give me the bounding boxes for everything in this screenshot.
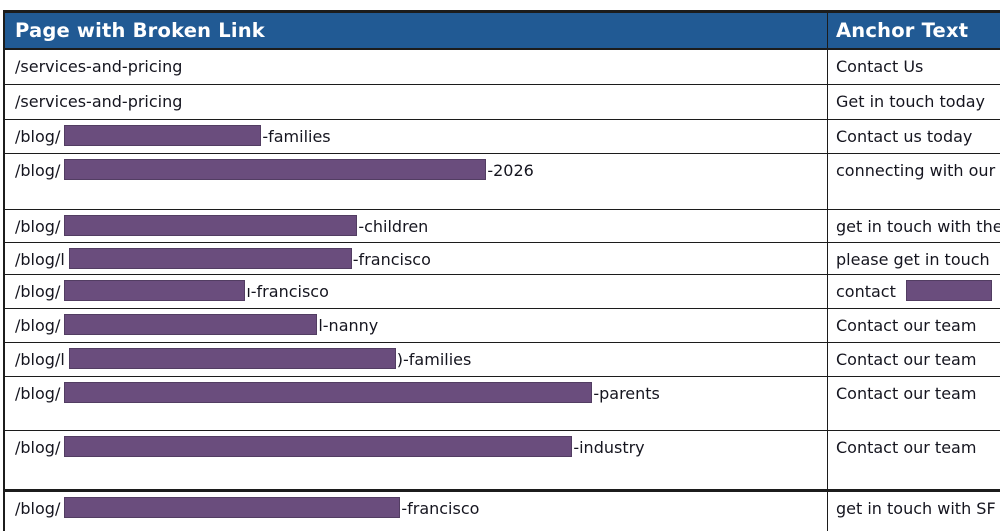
table-row: /blog/ -parents Contact our team xyxy=(5,377,1000,431)
redaction-bar xyxy=(64,314,318,335)
table-row: /blog/ -families Contact us today xyxy=(5,120,1000,154)
page-url-cell: /blog/ -francisco xyxy=(5,492,828,531)
page-url-prefix: /services-and-pricing xyxy=(15,57,183,76)
page-url-cell: /blog/l -francisco xyxy=(5,243,828,274)
page-url-prefix: /blog/ xyxy=(15,316,61,335)
column-header-anchor: Anchor Text xyxy=(836,19,969,42)
page-url-suffix: -children xyxy=(358,217,429,236)
page-url-cell: /blog/ -families xyxy=(5,120,828,153)
anchor-text: contact xyxy=(836,282,896,301)
page-url-prefix: /blog/ xyxy=(15,384,61,403)
table-row: /blog/ -children get in touch with the xyxy=(5,210,1000,243)
anchor-text: Contact our team xyxy=(836,438,977,457)
anchor-text: connecting with our xyxy=(836,161,996,180)
anchor-text-cell: Contact our team xyxy=(828,343,1000,376)
table-row: /blog/l )-families Contact our team xyxy=(5,343,1000,377)
page-url-prefix: /blog/l xyxy=(15,350,65,369)
page-url-prefix: /services-and-pricing xyxy=(15,92,183,111)
anchor-text-cell: Contact Us xyxy=(828,50,1000,84)
page-url-prefix: /blog/ xyxy=(15,161,61,180)
page-url-suffix: -industry xyxy=(573,438,645,457)
page-url-suffix: -families xyxy=(262,127,331,146)
table-row: /services-and-pricing Get in touch today xyxy=(5,85,1000,120)
anchor-text: Contact our team xyxy=(836,316,977,335)
page-url-suffix: -francisco xyxy=(401,499,480,518)
page-url-suffix: -2026 xyxy=(487,161,534,180)
page-url-cell: /blog/ -2026 xyxy=(5,154,828,209)
anchor-text-cell: Contact us today xyxy=(828,120,1000,153)
page-url-prefix: /blog/ xyxy=(15,438,61,457)
table-row: /blog/l -francisco please get in touch xyxy=(5,243,1000,275)
page-url-cell: /blog/ -industry xyxy=(5,431,828,489)
page-url-cell: /services-and-pricing xyxy=(5,50,828,84)
anchor-text-cell: Contact our team xyxy=(828,377,1000,430)
redaction-bar xyxy=(64,436,573,457)
table-body: /services-and-pricing Contact Us /servic… xyxy=(5,50,1000,531)
table-row: /blog/ -francisco get in touch with SF xyxy=(5,489,1000,531)
redaction-bar xyxy=(64,497,401,518)
redaction-bar xyxy=(64,280,246,301)
page-url-prefix: /blog/l xyxy=(15,250,65,269)
broken-links-table: Page with Broken Link Anchor Text /servi… xyxy=(3,10,1000,531)
page-url-cell: /blog/ı-francisco xyxy=(5,275,828,308)
anchor-text-cell: get in touch with the xyxy=(828,210,1000,242)
anchor-text-cell: please get in touch xyxy=(828,243,1000,274)
page-url-suffix: )-families xyxy=(396,350,472,369)
redaction-bar xyxy=(68,248,352,269)
anchor-text-cell: Contact our team xyxy=(828,309,1000,342)
anchor-text-cell: Contact our team xyxy=(828,431,1000,489)
redaction-bar xyxy=(64,159,487,180)
table-row: /blog/ı-francisco contact xyxy=(5,275,1000,309)
anchor-text-cell: connecting with our xyxy=(828,154,1000,209)
redaction-bar xyxy=(64,382,593,403)
table-row: /services-and-pricing Contact Us xyxy=(5,50,1000,85)
anchor-redaction-bar xyxy=(905,280,992,301)
anchor-text: get in touch with SF xyxy=(836,499,996,518)
redaction-bar xyxy=(64,215,358,236)
page-url-suffix: l-nanny xyxy=(318,316,379,335)
anchor-text: Contact Us xyxy=(836,57,924,76)
page-url-cell: /blog/ -parents xyxy=(5,377,828,430)
anchor-text: get in touch with the xyxy=(836,217,1000,236)
page-url-suffix: ı-francisco xyxy=(246,282,329,301)
table-row: /blog/ -industry Contact our team xyxy=(5,431,1000,489)
page-url-cell: /services-and-pricing xyxy=(5,85,828,119)
anchor-text: please get in touch xyxy=(836,250,990,269)
page-url-prefix: /blog/ xyxy=(15,127,61,146)
redaction-bar xyxy=(68,348,396,369)
column-header-page: Page with Broken Link xyxy=(5,13,828,48)
page-url-cell: /blog/ -children xyxy=(5,210,828,242)
page-url-suffix: -parents xyxy=(593,384,660,403)
anchor-text: Get in touch today xyxy=(836,92,985,111)
page-url-cell: /blog/l )-families xyxy=(5,343,828,376)
anchor-text-cell: get in touch with SF xyxy=(828,492,1000,531)
page-url-prefix: /blog/ xyxy=(15,499,61,518)
anchor-text-cell: contact xyxy=(828,275,1000,308)
anchor-text-cell: Get in touch today xyxy=(828,85,1000,119)
table-header-row: Page with Broken Link Anchor Text xyxy=(5,13,1000,50)
anchor-text: Contact our team xyxy=(836,350,977,369)
anchor-text: Contact us today xyxy=(836,127,973,146)
page-url-suffix: -francisco xyxy=(352,250,431,269)
page-url-prefix: /blog/ xyxy=(15,217,61,236)
redaction-bar xyxy=(64,125,262,146)
anchor-text: Contact our team xyxy=(836,384,977,403)
table-row: /blog/l-nanny Contact our team xyxy=(5,309,1000,343)
table-row: /blog/ -2026 connecting with our xyxy=(5,154,1000,210)
page-url-prefix: /blog/ xyxy=(15,282,61,301)
page-url-cell: /blog/l-nanny xyxy=(5,309,828,342)
